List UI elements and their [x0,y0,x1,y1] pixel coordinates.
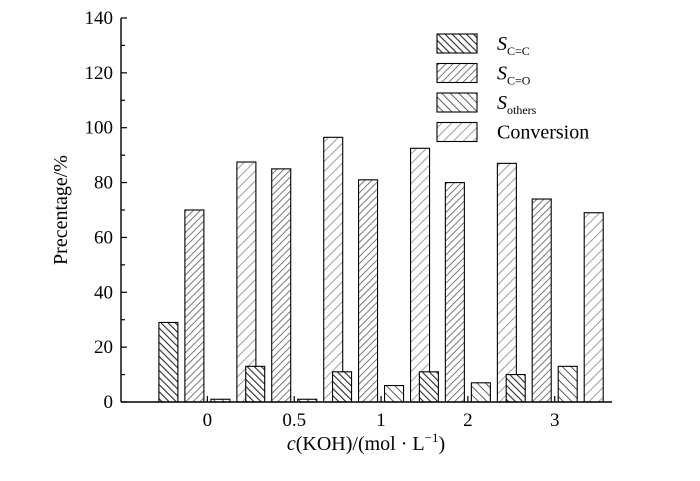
bar-c-o-3 [531,198,552,403]
legend-entry-label: Conversion [497,122,589,144]
bar-c-c-1 [331,371,353,403]
y-axis-label: Precentage/% [50,155,72,265]
legend-swatch [436,62,478,84]
y-tick-label: 100 [85,118,114,139]
x-tick-label: 0 [203,410,213,431]
x-axis-label-sup: −1 [425,430,439,445]
legend-entry-name: S [497,63,507,85]
bar-c-o-2 [444,182,465,403]
legend-swatch [436,121,478,143]
bar-conversion-0_5 [323,136,344,403]
y-tick-label: 120 [85,63,114,84]
bar-c-c-3 [505,374,526,403]
y-tick-label: 0 [104,392,114,413]
bar-others-3 [557,365,578,403]
y-tick-label: 20 [94,337,113,358]
bar-c-c-0 [158,321,179,403]
bar-c-o-1 [357,179,379,403]
x-tick-label: 1 [376,410,386,431]
legend-entry-name: Conversion [497,122,589,144]
x-axis-label: c(KOH)/(mol · L−1) [287,430,445,455]
legend-entry-subscript: others [507,103,537,117]
legend-entry-label: SC=O [497,63,531,88]
bar-c-o-0 [184,209,205,403]
x-tick-label: 3 [550,410,560,431]
legend-entry-label: SC=C [497,33,530,58]
y-ticks: 0 20 40 60 80 100 120 140 [85,8,127,413]
bar-c-o-0_5 [271,168,292,403]
y-tick-label: 60 [94,227,113,248]
bar-conversion-2 [496,162,517,403]
legend-swatch [436,92,478,113]
bar-others-2 [470,382,491,403]
y-tick-label: 80 [94,173,113,194]
bars-layer [158,136,604,403]
bar-c-c-2 [418,371,439,403]
x-axis-label-var: c [287,433,296,455]
legend-entry-name: S [497,92,507,114]
x-tick-label: 2 [463,410,473,431]
x-axis-label-text: (KOH)/(mol · L [296,433,425,455]
bar-others-1 [383,384,405,403]
bar-c-c-0_5 [245,365,266,403]
legend-entry-subscript: C=C [507,44,530,58]
x-tick-label: 0.5 [282,410,306,431]
legend-swatch [436,33,478,54]
y-tick-label: 140 [85,8,114,29]
bar-conversion-3 [583,212,604,403]
bar-conversion-1 [409,147,431,403]
legend-entry-label: Sothers [497,92,537,117]
y-tick-label: 40 [94,282,113,303]
x-ticks: 0 0.5 1 2 3 [203,396,560,431]
legend-entry-subscript: C=O [507,74,531,88]
x-axis-label-close: ) [438,433,445,455]
legend-entry-name: S [497,33,507,55]
